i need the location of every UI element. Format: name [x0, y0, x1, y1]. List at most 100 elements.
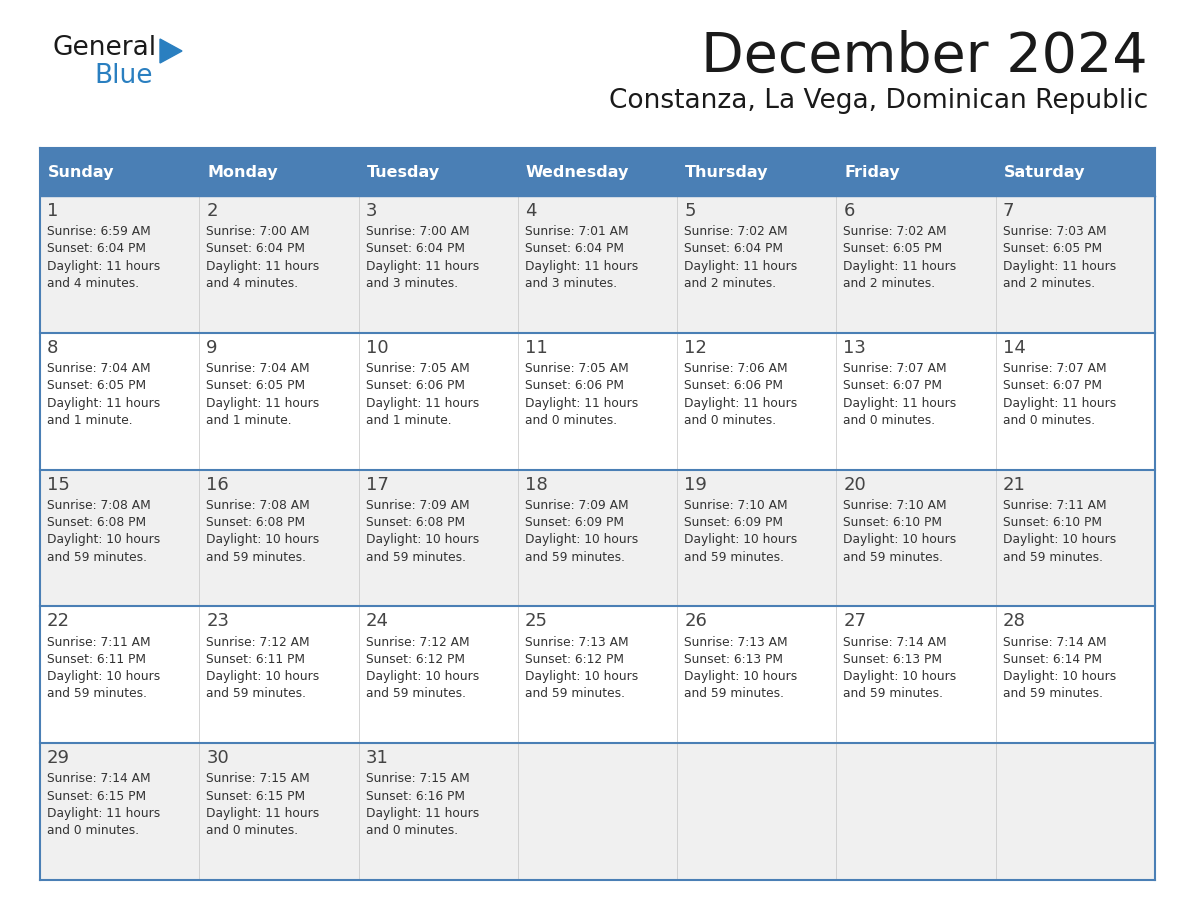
Text: Sunrise: 7:05 AM: Sunrise: 7:05 AM: [366, 362, 469, 375]
Text: Sunday: Sunday: [48, 164, 114, 180]
Text: and 59 minutes.: and 59 minutes.: [525, 688, 625, 700]
Text: and 0 minutes.: and 0 minutes.: [843, 414, 936, 427]
Text: 30: 30: [207, 749, 229, 767]
Text: and 59 minutes.: and 59 minutes.: [48, 688, 147, 700]
Text: Sunrise: 7:12 AM: Sunrise: 7:12 AM: [207, 635, 310, 648]
Text: Daylight: 11 hours: Daylight: 11 hours: [207, 397, 320, 409]
Text: Sunset: 6:04 PM: Sunset: 6:04 PM: [366, 242, 465, 255]
Text: 12: 12: [684, 339, 707, 357]
Text: and 59 minutes.: and 59 minutes.: [684, 688, 784, 700]
Text: Sunrise: 7:02 AM: Sunrise: 7:02 AM: [843, 225, 947, 238]
Text: Sunrise: 7:09 AM: Sunrise: 7:09 AM: [525, 498, 628, 511]
Text: 22: 22: [48, 612, 70, 631]
Polygon shape: [160, 39, 182, 63]
Text: Daylight: 11 hours: Daylight: 11 hours: [366, 260, 479, 273]
Text: 4: 4: [525, 202, 536, 220]
Text: Sunset: 6:07 PM: Sunset: 6:07 PM: [1003, 379, 1101, 392]
Text: Daylight: 10 hours: Daylight: 10 hours: [525, 533, 638, 546]
Bar: [518, 148, 677, 196]
Text: Sunset: 6:14 PM: Sunset: 6:14 PM: [1003, 653, 1101, 666]
Text: Sunrise: 7:15 AM: Sunrise: 7:15 AM: [366, 772, 469, 785]
Text: and 1 minute.: and 1 minute.: [207, 414, 292, 427]
Text: and 3 minutes.: and 3 minutes.: [525, 277, 617, 290]
Text: and 59 minutes.: and 59 minutes.: [525, 551, 625, 564]
Text: Sunset: 6:06 PM: Sunset: 6:06 PM: [684, 379, 783, 392]
Text: Daylight: 11 hours: Daylight: 11 hours: [48, 260, 160, 273]
Text: Sunset: 6:15 PM: Sunset: 6:15 PM: [48, 789, 146, 802]
Text: Sunset: 6:04 PM: Sunset: 6:04 PM: [207, 242, 305, 255]
Bar: [996, 148, 1155, 196]
Text: Sunset: 6:10 PM: Sunset: 6:10 PM: [1003, 516, 1101, 529]
Text: and 3 minutes.: and 3 minutes.: [366, 277, 457, 290]
Text: and 0 minutes.: and 0 minutes.: [684, 414, 776, 427]
Bar: [40, 333, 1155, 470]
Text: 21: 21: [1003, 476, 1025, 494]
Text: Sunrise: 7:10 AM: Sunrise: 7:10 AM: [843, 498, 947, 511]
Text: Sunrise: 7:13 AM: Sunrise: 7:13 AM: [684, 635, 788, 648]
Text: Sunrise: 7:06 AM: Sunrise: 7:06 AM: [684, 362, 788, 375]
Text: Daylight: 11 hours: Daylight: 11 hours: [48, 397, 160, 409]
Text: Sunset: 6:09 PM: Sunset: 6:09 PM: [525, 516, 624, 529]
Text: Daylight: 11 hours: Daylight: 11 hours: [525, 397, 638, 409]
Text: and 59 minutes.: and 59 minutes.: [366, 551, 466, 564]
Text: Sunrise: 6:59 AM: Sunrise: 6:59 AM: [48, 225, 151, 238]
Text: Sunset: 6:04 PM: Sunset: 6:04 PM: [684, 242, 783, 255]
Text: Sunrise: 7:07 AM: Sunrise: 7:07 AM: [843, 362, 947, 375]
Text: and 0 minutes.: and 0 minutes.: [1003, 414, 1095, 427]
Text: Sunrise: 7:04 AM: Sunrise: 7:04 AM: [48, 362, 151, 375]
Text: and 59 minutes.: and 59 minutes.: [684, 551, 784, 564]
Text: Daylight: 11 hours: Daylight: 11 hours: [48, 807, 160, 820]
Text: Sunrise: 7:11 AM: Sunrise: 7:11 AM: [48, 635, 151, 648]
Text: and 0 minutes.: and 0 minutes.: [48, 824, 139, 837]
Text: Daylight: 11 hours: Daylight: 11 hours: [366, 807, 479, 820]
Text: Saturday: Saturday: [1004, 164, 1085, 180]
Text: Sunrise: 7:07 AM: Sunrise: 7:07 AM: [1003, 362, 1106, 375]
Text: Sunrise: 7:13 AM: Sunrise: 7:13 AM: [525, 635, 628, 648]
Text: Sunrise: 7:00 AM: Sunrise: 7:00 AM: [207, 225, 310, 238]
Text: 26: 26: [684, 612, 707, 631]
Text: and 0 minutes.: and 0 minutes.: [207, 824, 298, 837]
Bar: [40, 470, 1155, 607]
Text: 9: 9: [207, 339, 217, 357]
Text: Daylight: 10 hours: Daylight: 10 hours: [48, 533, 160, 546]
Text: Sunset: 6:04 PM: Sunset: 6:04 PM: [48, 242, 146, 255]
Text: 1: 1: [48, 202, 58, 220]
Text: Daylight: 10 hours: Daylight: 10 hours: [207, 670, 320, 683]
Text: Sunrise: 7:02 AM: Sunrise: 7:02 AM: [684, 225, 788, 238]
Text: Sunset: 6:09 PM: Sunset: 6:09 PM: [684, 516, 783, 529]
Text: and 59 minutes.: and 59 minutes.: [366, 688, 466, 700]
Text: Sunset: 6:05 PM: Sunset: 6:05 PM: [843, 242, 942, 255]
Bar: [677, 148, 836, 196]
Text: Daylight: 11 hours: Daylight: 11 hours: [207, 807, 320, 820]
Text: Sunset: 6:12 PM: Sunset: 6:12 PM: [366, 653, 465, 666]
Text: Sunrise: 7:10 AM: Sunrise: 7:10 AM: [684, 498, 788, 511]
Text: Sunrise: 7:01 AM: Sunrise: 7:01 AM: [525, 225, 628, 238]
Text: 16: 16: [207, 476, 229, 494]
Text: and 59 minutes.: and 59 minutes.: [843, 688, 943, 700]
Text: and 4 minutes.: and 4 minutes.: [48, 277, 139, 290]
Text: 18: 18: [525, 476, 548, 494]
Text: and 59 minutes.: and 59 minutes.: [843, 551, 943, 564]
Text: Monday: Monday: [207, 164, 278, 180]
Text: 10: 10: [366, 339, 388, 357]
Text: Sunset: 6:05 PM: Sunset: 6:05 PM: [1003, 242, 1101, 255]
Bar: [40, 148, 200, 196]
Text: 28: 28: [1003, 612, 1025, 631]
Text: Tuesday: Tuesday: [367, 164, 440, 180]
Text: Sunrise: 7:12 AM: Sunrise: 7:12 AM: [366, 635, 469, 648]
Text: Sunset: 6:15 PM: Sunset: 6:15 PM: [207, 789, 305, 802]
Text: 5: 5: [684, 202, 696, 220]
Text: Sunset: 6:06 PM: Sunset: 6:06 PM: [366, 379, 465, 392]
Text: Daylight: 11 hours: Daylight: 11 hours: [1003, 397, 1116, 409]
Text: Daylight: 10 hours: Daylight: 10 hours: [366, 670, 479, 683]
Text: 3: 3: [366, 202, 377, 220]
Text: and 1 minute.: and 1 minute.: [366, 414, 451, 427]
Text: December 2024: December 2024: [701, 30, 1148, 84]
Text: Sunset: 6:05 PM: Sunset: 6:05 PM: [48, 379, 146, 392]
Text: Daylight: 10 hours: Daylight: 10 hours: [207, 533, 320, 546]
Text: Sunrise: 7:04 AM: Sunrise: 7:04 AM: [207, 362, 310, 375]
Text: Sunset: 6:05 PM: Sunset: 6:05 PM: [207, 379, 305, 392]
Text: Sunrise: 7:14 AM: Sunrise: 7:14 AM: [843, 635, 947, 648]
Text: Daylight: 10 hours: Daylight: 10 hours: [843, 533, 956, 546]
Text: Sunrise: 7:14 AM: Sunrise: 7:14 AM: [1003, 635, 1106, 648]
